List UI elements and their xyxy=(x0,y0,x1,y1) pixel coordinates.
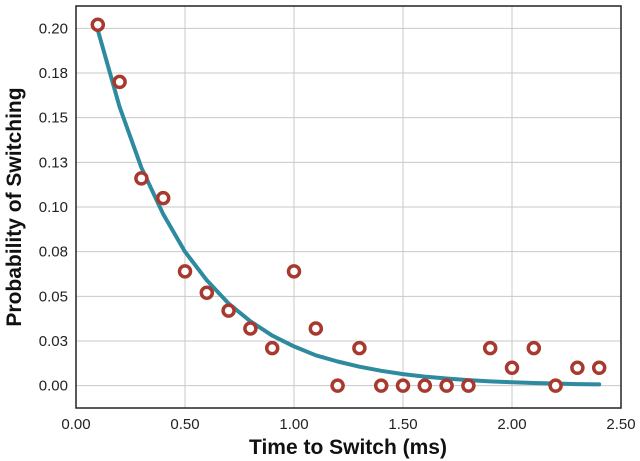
data-point xyxy=(526,340,542,356)
x-tick-label: 1.50 xyxy=(388,416,417,433)
data-point xyxy=(504,360,520,376)
data-point xyxy=(308,321,324,336)
y-tick-label: 0.10 xyxy=(39,199,68,216)
y-tick-label: 0.00 xyxy=(39,378,68,395)
tick-labels: 0.00 0.50 1.00 1.50 2.00 2.50 0.00 0.03 0.05 0.08… xyxy=(39,20,636,433)
plot-frame xyxy=(75,5,622,409)
data-point xyxy=(570,360,585,376)
data-point xyxy=(155,190,171,206)
data-point xyxy=(134,171,149,186)
data-point xyxy=(330,378,345,393)
data-point xyxy=(264,340,280,356)
data-point xyxy=(243,321,258,336)
x-tick-label: 2.50 xyxy=(606,416,635,433)
y-tick-label: 0.05 xyxy=(39,288,68,305)
y-tick-label: 0.15 xyxy=(39,110,68,127)
y-tick-label: 0.13 xyxy=(39,154,68,171)
x-tick-label: 2.00 xyxy=(497,416,526,433)
data-point xyxy=(482,340,498,356)
y-axis-title: Probability of Switching xyxy=(3,87,26,326)
y-tick-label: 0.03 xyxy=(39,333,68,350)
data-point xyxy=(286,264,302,279)
y-tick-label: 0.20 xyxy=(39,20,68,37)
data-point xyxy=(548,378,563,393)
data-point xyxy=(90,17,106,33)
fit-curve-layer xyxy=(95,28,602,387)
data-point xyxy=(373,378,389,393)
x-axis-title: Time to Switch (ms) xyxy=(249,436,447,459)
data-point xyxy=(461,378,476,393)
fit-curve xyxy=(95,28,602,387)
data-point xyxy=(417,378,433,393)
x-tick-label: 0.50 xyxy=(170,416,199,433)
data-point xyxy=(177,264,193,279)
y-tick-label: 0.08 xyxy=(39,244,68,261)
y-tick-label: 0.18 xyxy=(39,65,68,82)
data-point xyxy=(199,285,215,301)
data-point xyxy=(112,74,127,90)
data-points-layer xyxy=(90,17,607,393)
data-point xyxy=(439,378,454,393)
data-point xyxy=(221,303,236,318)
grid-lines xyxy=(75,6,622,408)
x-tick-label: 0.00 xyxy=(61,416,90,433)
x-tick-label: 1.00 xyxy=(279,416,308,433)
data-point xyxy=(591,360,607,376)
data-point xyxy=(352,340,367,356)
data-point xyxy=(395,378,411,393)
